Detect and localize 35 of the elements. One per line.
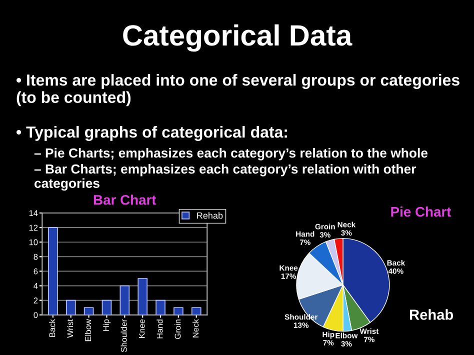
x-tick-label: Hip xyxy=(102,319,111,331)
y-tick-label: 10 xyxy=(29,239,38,246)
x-tick-label: Elbow xyxy=(84,319,92,342)
bar xyxy=(174,307,184,315)
y-tick-label: 12 xyxy=(29,224,38,231)
x-tick-label: Knee xyxy=(139,319,145,338)
text: • Typical graphs of categorical data: xyxy=(16,126,287,141)
y-tick-label: 14 xyxy=(29,210,38,216)
bar xyxy=(120,285,130,315)
bar xyxy=(156,300,166,315)
chart-title: Bar Chart xyxy=(94,194,156,205)
chart-title: Pie Chart xyxy=(391,206,452,217)
x-tick-label: Groin xyxy=(174,320,181,340)
text: Rehab xyxy=(410,309,454,320)
x-tick-label: Back xyxy=(49,319,56,337)
x-tick-label: Neck xyxy=(192,319,199,338)
bar xyxy=(66,300,76,315)
text: – Pie Charts; emphasizes each category’s relation to the whole xyxy=(34,148,428,160)
text: • Items are placed into one of several groups or categories (to be counted) xyxy=(16,74,460,106)
legend-label: Rehab xyxy=(197,212,223,219)
y-tick-label: 0 xyxy=(34,312,38,318)
x-tick-label: Shoulder xyxy=(120,319,127,352)
bar xyxy=(84,307,94,315)
text: – Bar Charts; emphasizes each category’s relation with other categories xyxy=(34,164,416,191)
y-tick-label: 8 xyxy=(34,254,38,260)
text: Categorical Data xyxy=(123,24,352,52)
y-tick-label: 4 xyxy=(34,283,38,289)
bar xyxy=(48,227,58,315)
bar xyxy=(138,278,148,315)
y-tick-label: 2 xyxy=(34,298,38,304)
bar xyxy=(191,307,202,315)
x-tick-label: Hand xyxy=(156,320,163,338)
bar xyxy=(102,300,112,315)
x-tick-label: Wrist xyxy=(66,319,74,338)
y-tick-label: 6 xyxy=(34,268,38,274)
